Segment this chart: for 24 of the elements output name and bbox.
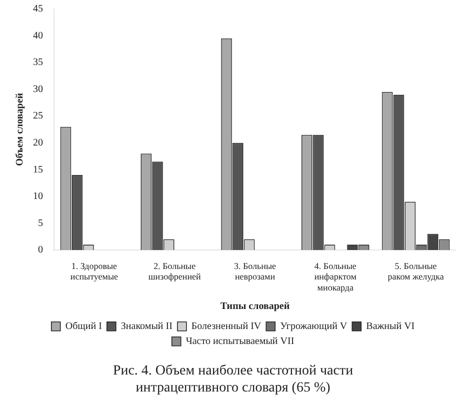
- x-tick-label: 5. Больные раком желудка: [388, 260, 444, 282]
- y-tick-label: 45: [33, 4, 43, 15]
- y-tick-label: 0: [38, 244, 43, 256]
- y-tick-label: 10: [33, 191, 43, 202]
- y-tick-label: 40: [33, 30, 43, 42]
- y-tick-label: 5: [38, 218, 43, 229]
- y-axis-title: Объем словарей: [14, 92, 26, 166]
- text: Рис. 4. Объем наиболее частотной части интрацептивного словаря (65 %): [112, 363, 354, 396]
- x-tick-label: 4. Больные инфарктом миокарда: [314, 260, 357, 292]
- legend-label: Знакомый II: [120, 321, 172, 332]
- legend-label: Болезненный IV: [191, 321, 262, 332]
- y-tick-label: 15: [33, 164, 43, 176]
- x-tick-label: 3. Больные неврозами: [234, 260, 276, 282]
- legend-label: Важный VI: [366, 321, 415, 332]
- y-tick-label: 30: [33, 84, 43, 95]
- x-tick-label: 2. Больные шизофренией: [148, 260, 202, 282]
- legend-label: Часто испытываемый VII: [186, 336, 294, 348]
- legend-label: Общий I: [65, 321, 102, 332]
- x-tick-label: 1. Здоровые испытуемые: [70, 260, 118, 282]
- y-tick-label: 25: [33, 110, 43, 122]
- x-axis-title: Типы словарей: [220, 300, 290, 312]
- legend-label: Угрожающий V: [280, 321, 348, 332]
- y-tick-label: 35: [33, 57, 43, 68]
- y-tick-label: 20: [33, 138, 43, 149]
